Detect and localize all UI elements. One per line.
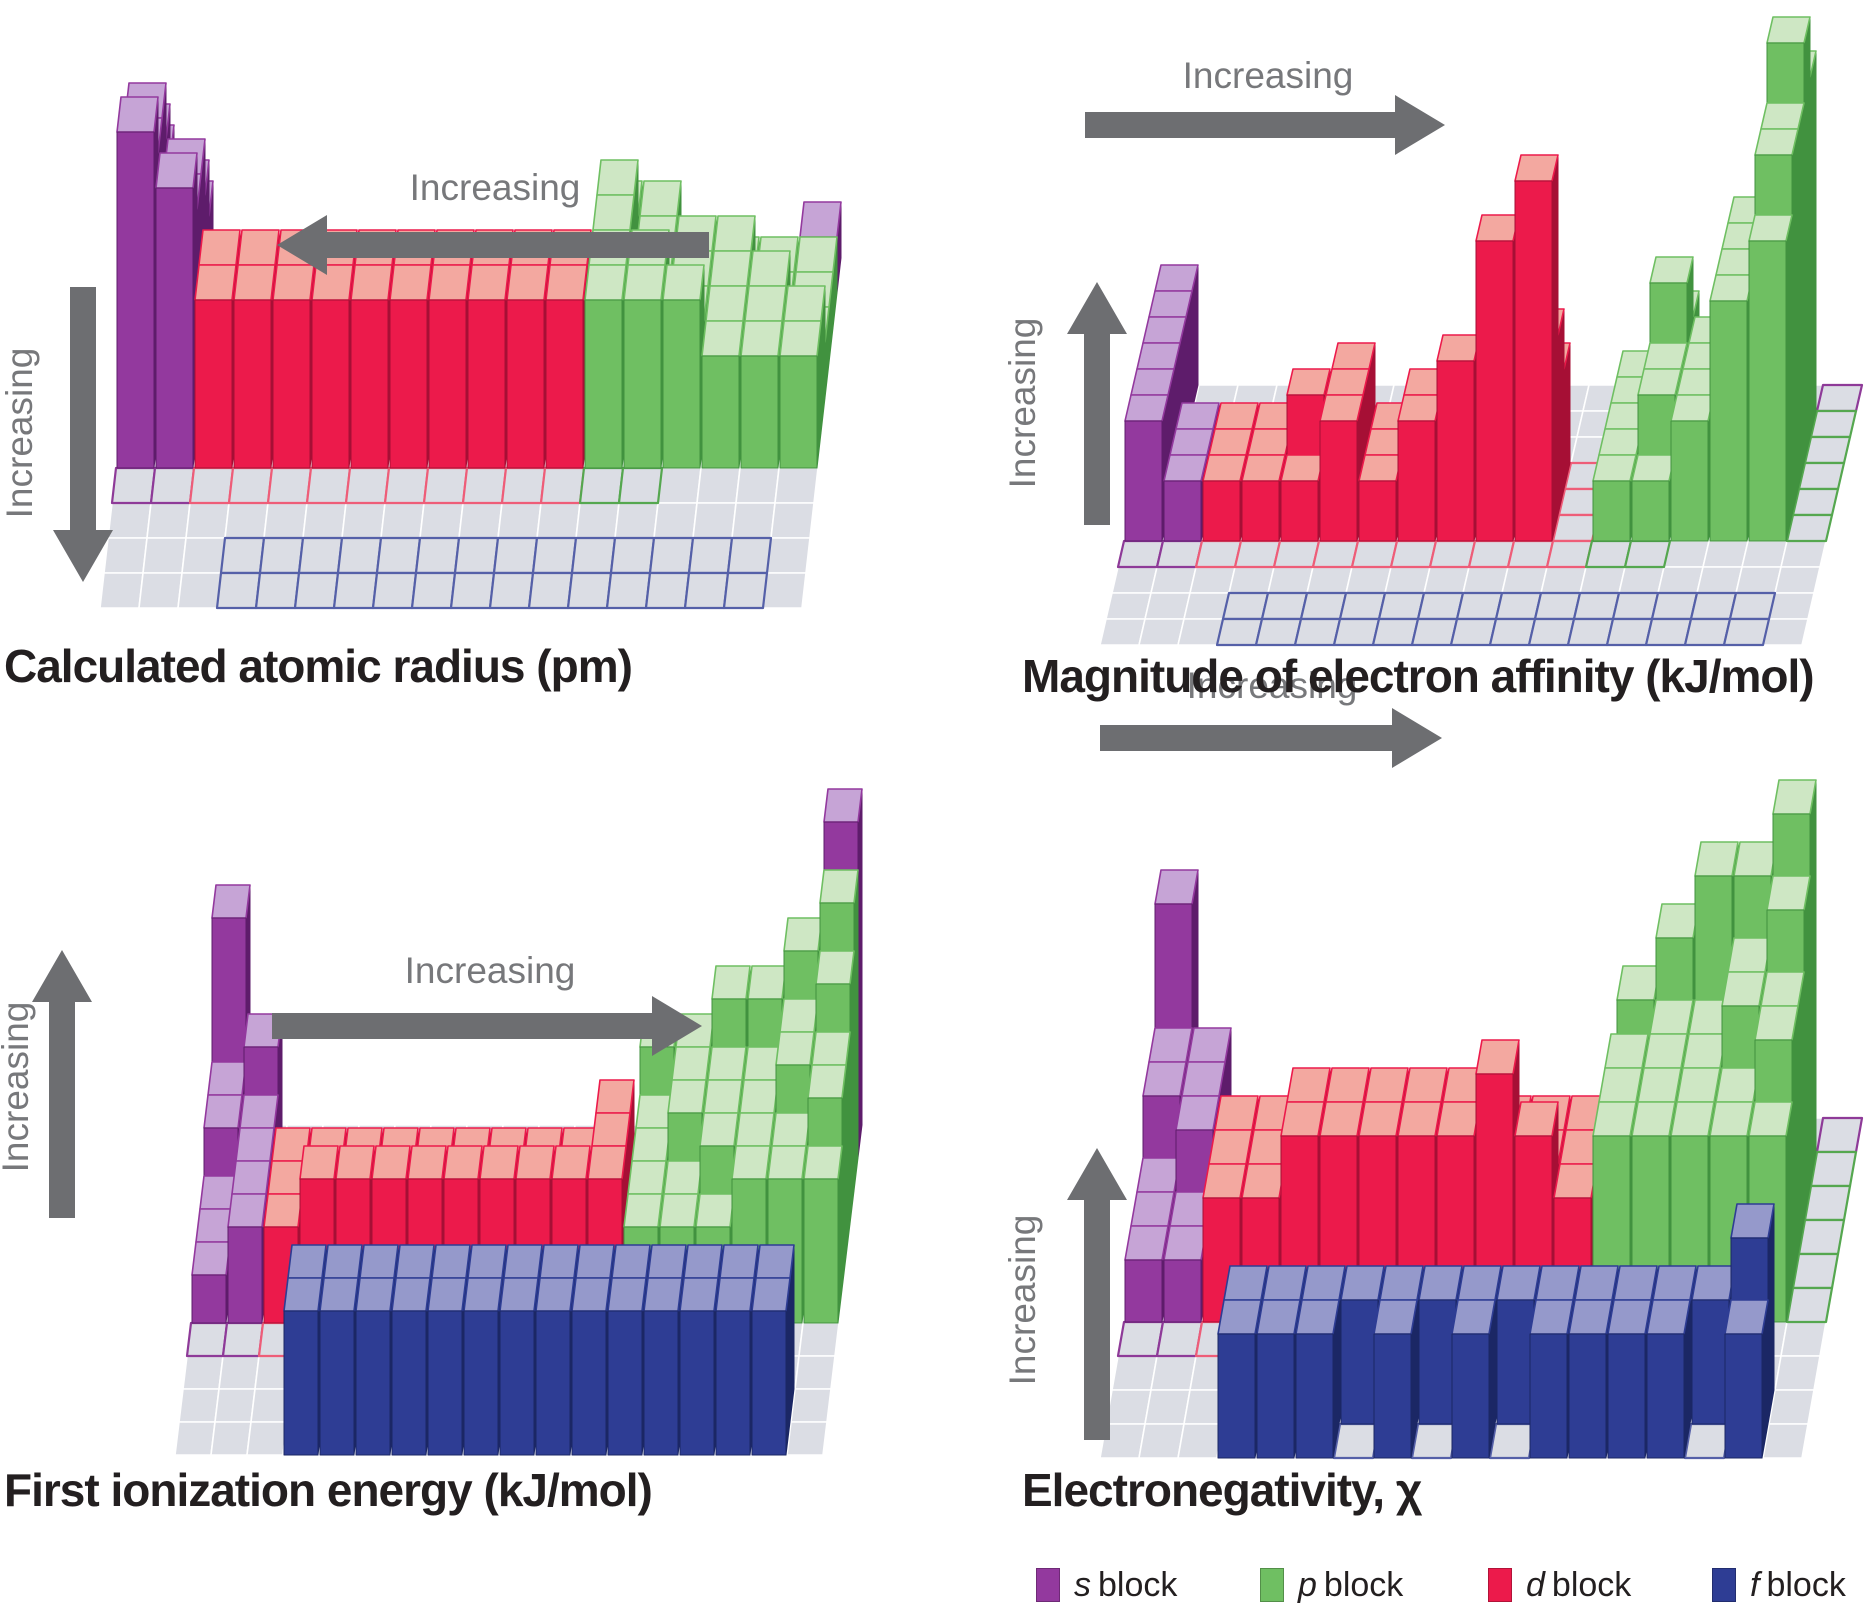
chart-electron-affinity: Increasing Increasing	[1002, 16, 1864, 647]
svg-text:Increasing: Increasing	[405, 950, 576, 991]
s-block-swatch	[1036, 1568, 1060, 1602]
svg-text:Increasing: Increasing	[1187, 665, 1358, 706]
svg-text:Increasing: Increasing	[1002, 318, 1043, 489]
p-block-swatch	[1260, 1568, 1284, 1602]
f-block-label: f block	[1750, 1565, 1846, 1604]
legend-item-d-block: d block	[1488, 1565, 1632, 1604]
svg-text:Increasing: Increasing	[1183, 55, 1354, 96]
legend-item-f-block: f block	[1712, 1565, 1846, 1604]
panel-title-ionization-energy: First ionization energy (kJ/mol)	[4, 1464, 653, 1516]
svg-text:Increasing: Increasing	[1002, 1215, 1043, 1386]
svg-text:Increasing: Increasing	[0, 1002, 36, 1173]
s-block-label: s block	[1074, 1565, 1178, 1604]
f-block-swatch	[1712, 1568, 1736, 1602]
d-block-swatch	[1488, 1568, 1512, 1602]
chart-atomic-radius: Increasing Increasing	[0, 82, 843, 610]
p-block-label: p block	[1298, 1565, 1404, 1604]
svg-text:Increasing: Increasing	[410, 167, 581, 208]
panel-title-electronegativity: Electronegativity, χ	[1022, 1464, 1422, 1516]
chart-electronegativity: Increasing Increasing	[1002, 665, 1864, 1460]
panel-title-electron-affinity: Magnitude of electron affinity (kJ/mol)	[1022, 650, 1815, 702]
panel-title-atomic-radius: Calculated atomic radius (pm)	[4, 640, 633, 692]
d-block-label: d block	[1526, 1565, 1632, 1604]
svg-text:Increasing: Increasing	[0, 348, 40, 519]
legend-item-s-block: s block	[1036, 1565, 1178, 1604]
chart-ionization-energy: Increasing Increasing	[0, 788, 864, 1456]
legend-item-p-block: p block	[1260, 1565, 1404, 1604]
